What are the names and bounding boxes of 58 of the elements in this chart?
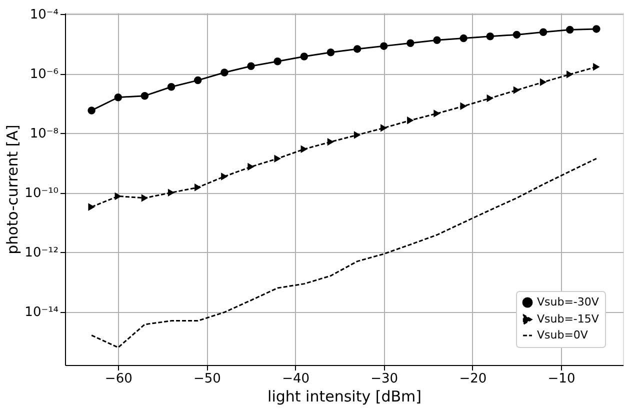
point [167, 83, 176, 91]
point [354, 131, 361, 139]
point [433, 36, 441, 44]
point [220, 68, 228, 76]
y-tick-label: 10⁻⁴ [30, 8, 58, 23]
point [300, 145, 308, 154]
y-tick-label: 10⁻⁸ [30, 126, 58, 142]
point [247, 62, 255, 70]
point [540, 78, 547, 86]
x-tick-label: −40 [282, 372, 310, 386]
point [140, 92, 149, 100]
y-axis-title: photo-current [A] [4, 124, 22, 254]
x-tick-label: −10 [548, 372, 576, 386]
x-tick-label: −50 [193, 372, 221, 386]
point [566, 70, 574, 78]
x-tick-label: −60 [104, 372, 132, 386]
point [141, 194, 148, 202]
point [486, 32, 494, 40]
point [300, 52, 308, 60]
point [194, 76, 202, 84]
point [194, 184, 202, 192]
x-tick-label: −20 [459, 372, 487, 386]
line-series [90, 158, 598, 348]
point [221, 172, 228, 180]
point [353, 45, 362, 53]
point [274, 154, 281, 162]
point [274, 58, 282, 66]
point [460, 102, 467, 110]
point [326, 48, 335, 56]
point [512, 30, 521, 39]
point [380, 124, 388, 132]
point [327, 138, 334, 146]
point [248, 162, 254, 171]
point [434, 110, 440, 118]
point [539, 28, 548, 36]
point [513, 86, 520, 94]
y-tick-label: 10⁻¹⁴ [24, 305, 58, 320]
point [114, 192, 122, 200]
x-tick-label: −30 [370, 372, 398, 386]
legend-label: Vsub=-30V [537, 296, 600, 308]
point [88, 106, 96, 114]
y-tick-label: 10⁻¹² [24, 246, 58, 261]
point [380, 42, 388, 50]
point [566, 26, 574, 34]
point [88, 203, 95, 211]
legend-label: Vsub=0V [537, 328, 588, 342]
point [168, 188, 175, 197]
point [460, 34, 468, 42]
point [486, 94, 494, 102]
point [114, 94, 122, 102]
x-axis-title: light intensity [dBm] [268, 388, 422, 406]
point [592, 25, 600, 33]
y-tick-label: 10⁻¹⁰ [24, 186, 58, 202]
legend-label: Vsub=-15V [537, 312, 600, 326]
point [407, 116, 414, 124]
y-tick-label: 10⁻⁶ [30, 67, 58, 82]
point [406, 39, 414, 47]
point [593, 62, 600, 71]
